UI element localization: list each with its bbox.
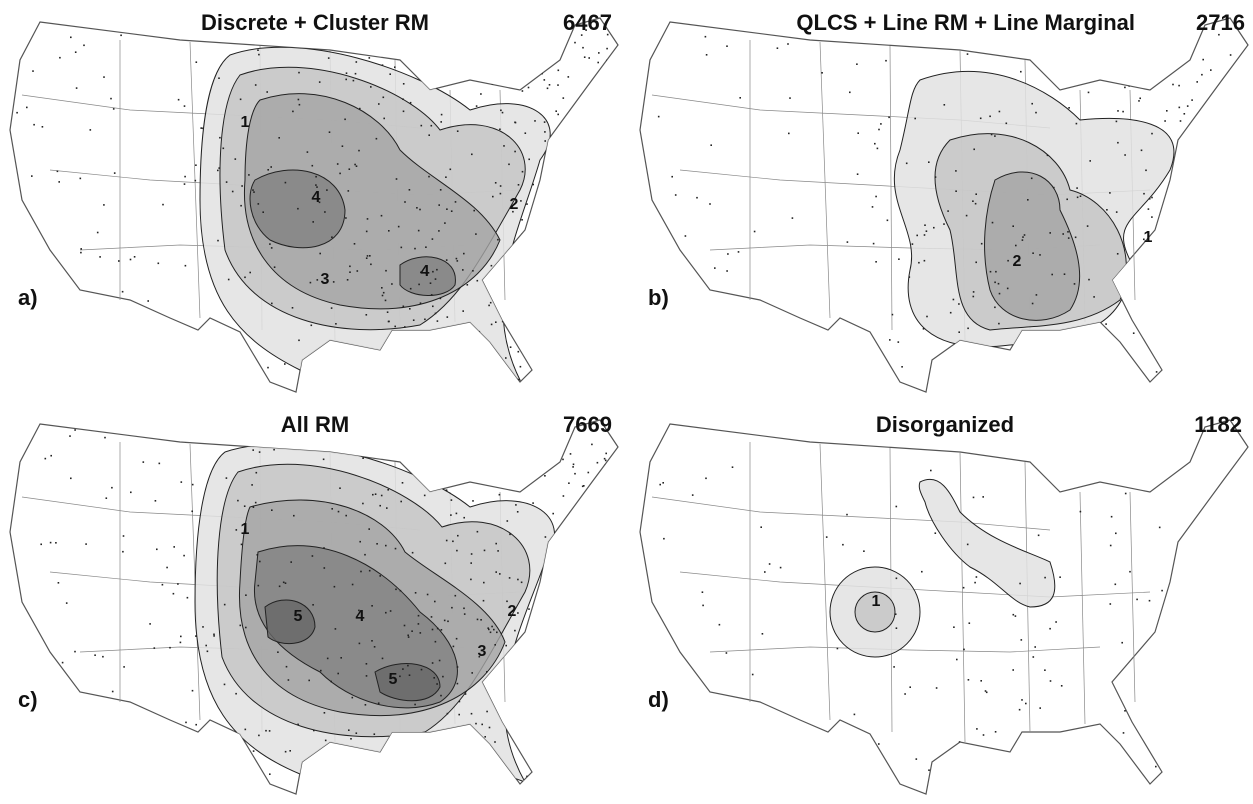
contours [194,443,556,783]
contour-label: 4 [312,189,321,206]
contour-label: 2 [508,603,517,620]
panel-title: Discrete + Cluster RM [201,10,429,35]
panel-label: d) [648,687,669,712]
panel-title: Disorganized [876,412,1014,437]
us-outline [639,419,1249,795]
panel-count: 2716 [1196,10,1245,35]
panel: 1 5 4 2 3 5 All RM 7669 c) [9,412,619,795]
contour-label: 3 [321,271,330,288]
contour-label: 2 [1013,253,1022,270]
panel-count: 6467 [563,10,612,35]
contour-label: 1 [241,114,250,131]
panel: 1 2 QLCS + Line RM + Line Marginal 2716 … [639,10,1249,393]
panel-label: b) [648,285,669,310]
contours [199,46,551,381]
panel-title: QLCS + Line RM + Line Marginal [796,10,1135,35]
contour-label: 1 [241,521,250,538]
contour-label: 4 [421,263,430,280]
contours [829,478,1056,658]
panel-title: All RM [281,412,349,437]
contour-label: 3 [478,643,487,660]
panel-count: 7669 [563,412,612,437]
contours [893,71,1175,348]
contour-label: 4 [356,608,365,625]
contour-label: 2 [510,196,519,213]
panel: 1 Disorganized 1182 d) [639,412,1249,795]
contour-label: 5 [294,608,303,625]
contour-label: 1 [872,593,881,610]
panel-label: c) [18,687,38,712]
contour-label: 1 [1144,229,1153,246]
panel: 1 4 2 3 4 Discrete + Cluster RM 6467 a) [9,10,619,393]
panel-count: 1182 [1194,412,1242,437]
contour-label: 5 [389,671,398,688]
panel-label: a) [18,285,38,310]
